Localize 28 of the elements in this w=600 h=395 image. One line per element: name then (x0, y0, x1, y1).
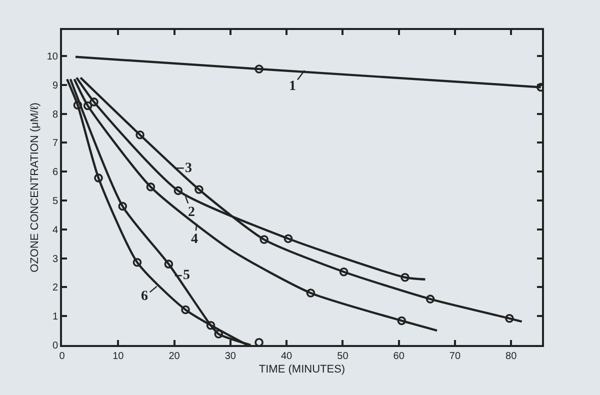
x-tick-label: 20 (168, 351, 180, 362)
x-tick-label: 0 (59, 351, 66, 362)
x-tick-label: 30 (224, 351, 236, 362)
annotation: 2 (188, 205, 195, 220)
x-axis-title: TIME (MINUTES) (258, 364, 346, 376)
annotation: 5 (183, 268, 190, 283)
y-tick-label: 2 (52, 282, 58, 294)
x-tick-label: 60 (393, 351, 405, 362)
y-tick-label: 10 (46, 52, 58, 63)
x-tick-label: 80 (506, 351, 518, 362)
y-tick-label: 0 (52, 340, 58, 352)
x-tick-label: 40 (280, 351, 293, 362)
x-tick-label: 50 (337, 351, 349, 362)
y-tick-label: 3 (52, 254, 58, 265)
y-tick-label: 9 (52, 80, 58, 92)
annotation: 6 (141, 289, 148, 304)
x-tick-label: 10 (112, 351, 124, 362)
y-tick-label: 1 (52, 312, 58, 323)
y-tick-label: 4 (52, 224, 58, 236)
x-tick-label: 70 (449, 351, 461, 362)
y-tick-label: 8 (52, 109, 58, 120)
y-tick-label: 5 (52, 196, 58, 207)
y-axis-title: OZONE CONCENTRATION (μM/ℓ) (29, 102, 42, 272)
annotation: 1 (289, 79, 296, 94)
y-tick-label: 7 (52, 138, 58, 150)
y-tick-label: 6 (52, 167, 58, 178)
annotation: 3 (185, 161, 192, 176)
annotation: 4 (191, 232, 198, 247)
